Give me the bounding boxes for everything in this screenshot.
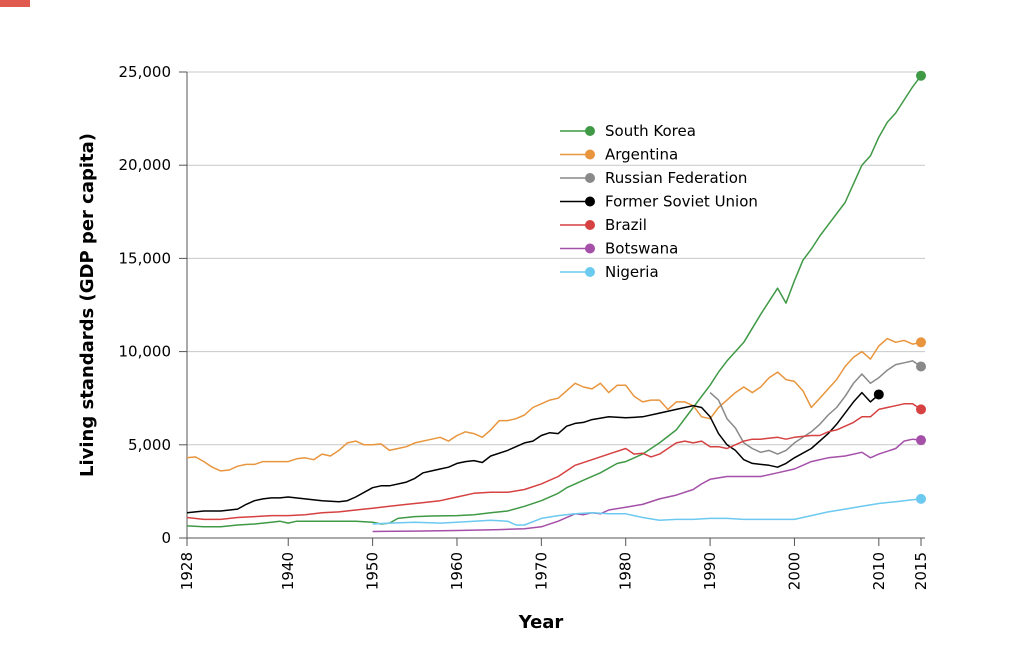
legend-label: Botswana — [605, 240, 678, 258]
legend: South Korea Argentina Russian Federation Fo… — [560, 122, 758, 281]
legend-marker — [585, 243, 595, 254]
x-axis-ticks: 1928 1940 1950 1960 1970 1980 1990 2000 2010 2015 — [178, 538, 930, 590]
end-point-nigeria — [916, 493, 926, 504]
legend-label: Russian Federation — [605, 169, 747, 187]
legend-label: Argentina — [605, 146, 678, 164]
legend-marker — [585, 149, 595, 160]
series-line-former-soviet-union — [186, 391, 880, 514]
end-point-botswana — [916, 435, 926, 446]
end-point-brazil — [916, 404, 926, 415]
gridlines — [187, 71, 925, 446]
x-tick-label: 1960 — [448, 552, 466, 590]
series-line-south-korea — [186, 75, 922, 528]
y-axis-ticks: 0 5,000 10,000 15,000 20,000 25,000 — [119, 63, 187, 547]
y-tick-label: 5,000 — [128, 436, 171, 454]
series-line-brazil — [186, 403, 922, 521]
legend-label: South Korea — [605, 122, 696, 140]
legend-marker — [585, 220, 595, 230]
series-line-nigeria — [372, 498, 922, 526]
series-line-botswana — [372, 438, 922, 533]
x-tick-label: 1950 — [364, 552, 382, 590]
legend-label: Nigeria — [605, 263, 659, 281]
axes — [186, 72, 925, 539]
series-lines — [186, 75, 922, 533]
series-line-russian-federation — [709, 360, 922, 455]
end-point-argentina — [916, 337, 926, 348]
y-tick-label: 10,000 — [119, 343, 172, 361]
x-tick-label: 1980 — [617, 552, 635, 590]
x-tick-label: 1990 — [701, 552, 719, 590]
x-tick-label: 1940 — [279, 552, 297, 590]
x-tick-label: 2015 — [912, 552, 930, 590]
corner-tab — [0, 0, 30, 7]
legend-marker — [585, 196, 595, 207]
x-tick-label: 2000 — [785, 552, 803, 590]
legend-label: Former Soviet Union — [605, 193, 758, 211]
y-tick-label: 25,000 — [119, 63, 172, 81]
y-tick-label: 20,000 — [119, 156, 172, 174]
x-axis-title: Year — [518, 612, 564, 633]
end-point-former-soviet-union — [873, 389, 884, 400]
end-point-south-korea — [916, 70, 926, 81]
y-tick-label: 0 — [161, 529, 171, 547]
legend-marker — [585, 126, 595, 136]
legend-label: Brazil — [605, 216, 647, 234]
x-tick-label: 1970 — [532, 552, 550, 590]
series-line-argentina — [186, 337, 922, 472]
legend-marker — [585, 267, 595, 277]
end-point-russian-federation — [916, 361, 926, 372]
x-tick-label: 1928 — [178, 552, 196, 590]
legend-marker — [585, 173, 595, 183]
x-tick-label: 2010 — [870, 552, 888, 590]
series-end-markers — [873, 70, 926, 504]
y-tick-label: 15,000 — [119, 249, 172, 267]
y-axis-title: Living standards (GDP per capita) — [77, 133, 98, 477]
